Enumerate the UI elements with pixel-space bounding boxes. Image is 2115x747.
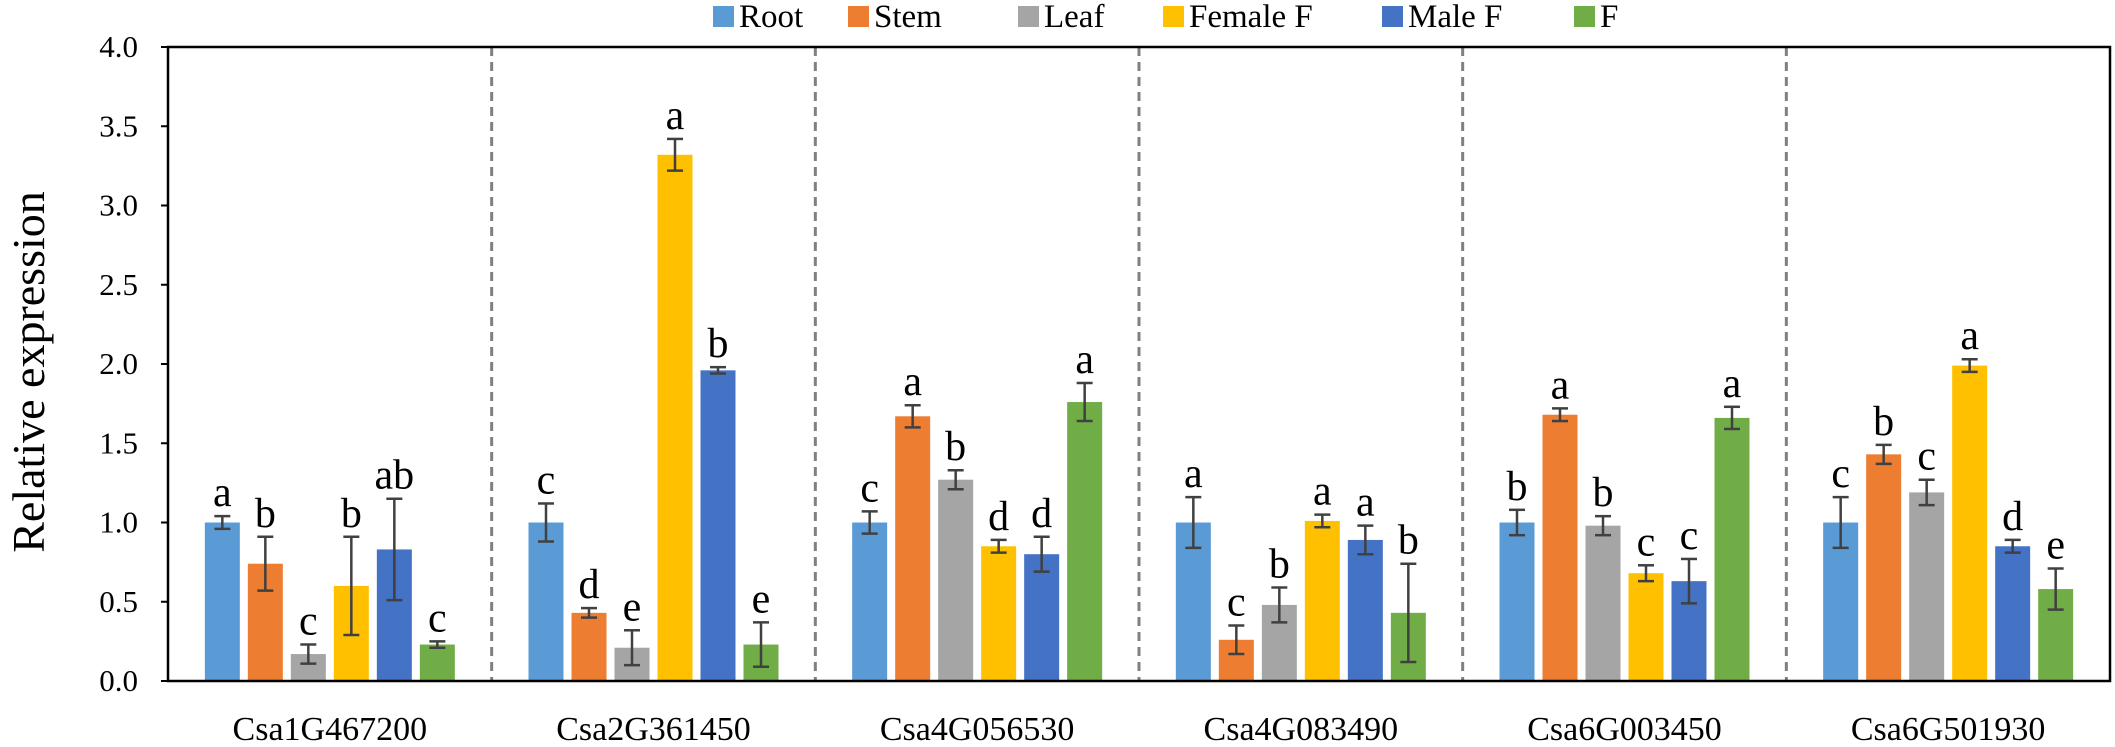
- bar: [1499, 522, 1535, 681]
- significance-letter: d: [1031, 491, 1052, 537]
- y-tick-label: 1.0: [99, 505, 138, 540]
- bar: [1585, 525, 1621, 681]
- legend-swatch: [1163, 6, 1184, 27]
- y-tick-label: 4.0: [99, 29, 138, 64]
- significance-letter: d: [579, 562, 600, 608]
- significance-letter: e: [2046, 522, 2065, 568]
- bar: [1995, 546, 2031, 681]
- significance-letter: b: [945, 424, 966, 470]
- x-axis-category-labels: Csa1G467200 Csa2G361450 Csa4G056530 Csa4G08…: [233, 711, 2046, 747]
- x-category-label: Csa6G501930: [1851, 711, 2046, 747]
- bar: [204, 522, 240, 681]
- legend-swatch: [713, 6, 734, 27]
- bar: [1024, 554, 1060, 681]
- y-tick-label: 0.0: [99, 663, 138, 698]
- group-dividers: [490, 47, 1788, 681]
- y-tick-label: 3.5: [99, 108, 138, 143]
- bar: [981, 546, 1017, 681]
- y-tick-label: 2.0: [99, 346, 138, 381]
- legend-swatch: [1574, 6, 1595, 27]
- bar: [1067, 402, 1103, 681]
- legend-label: Stem: [874, 0, 942, 35]
- bar: [657, 154, 693, 681]
- y-axis-label: Relative expression: [3, 191, 54, 553]
- bar: [1909, 492, 1945, 681]
- legend-label: Male F: [1408, 0, 1502, 35]
- x-category-label: Csa2G361450: [556, 711, 751, 747]
- legend-label: Female F: [1189, 0, 1313, 35]
- y-tick-label: 3.0: [99, 188, 138, 223]
- significance-letter: ab: [375, 453, 415, 499]
- legend-label: Leaf: [1044, 0, 1104, 35]
- significance-letter: a: [1356, 480, 1375, 526]
- significance-letter: c: [860, 465, 879, 511]
- y-tick-label: 0.5: [99, 584, 138, 619]
- bar: [938, 479, 974, 681]
- bar: [528, 522, 564, 681]
- significance-letter: b: [341, 491, 362, 537]
- significance-letter: c: [1917, 434, 1936, 480]
- x-category-label: Csa4G056530: [880, 711, 1075, 747]
- bar: [1347, 539, 1383, 681]
- significance-letter: b: [1593, 470, 1614, 516]
- significance-letter: e: [623, 584, 642, 630]
- significance-letter: c: [1227, 580, 1246, 626]
- significance-letter: b: [708, 321, 729, 367]
- error-bars-layer: [214, 137, 2064, 668]
- bar: [1628, 573, 1664, 681]
- significance-letter: a: [1184, 451, 1203, 497]
- significance-letter: a: [666, 93, 685, 139]
- significance-letter: c: [299, 599, 318, 645]
- significance-letter: d: [2002, 494, 2023, 540]
- significance-letter: c: [537, 457, 556, 503]
- plot-area-frame: [166, 45, 2112, 683]
- y-tick-label: 2.5: [99, 267, 138, 302]
- significance-letter: b: [1269, 541, 1290, 587]
- legend-label: F: [1600, 0, 1618, 35]
- significance-letter: a: [1551, 362, 1570, 408]
- significance-letter: c: [1831, 451, 1850, 497]
- significance-letter: a: [1723, 361, 1742, 407]
- significance-letter: a: [1075, 337, 1094, 383]
- bar: [895, 416, 931, 681]
- significance-letter: b: [255, 491, 276, 537]
- significance-letter: b: [1507, 464, 1528, 510]
- bar: [852, 522, 888, 681]
- x-category-label: Csa6G003450: [1527, 711, 1722, 747]
- y-tick-label: 1.5: [99, 425, 138, 460]
- bar: [419, 644, 455, 681]
- significance-letter: c: [1637, 519, 1656, 565]
- legend-swatch: [1018, 6, 1039, 27]
- bar: [1304, 520, 1340, 681]
- bar: [700, 370, 736, 681]
- significance-letter: a: [1960, 313, 1979, 359]
- significance-letter: c: [1680, 513, 1699, 559]
- bar: [1952, 365, 1988, 681]
- chart-legend: Root Stem Leaf Female F Male F F: [713, 0, 1618, 35]
- legend-label: Root: [739, 0, 803, 35]
- significance-letter: d: [988, 494, 1009, 540]
- bar: [1542, 414, 1578, 681]
- significance-letter: c: [428, 595, 447, 641]
- significance-letter: b: [1873, 399, 1894, 445]
- bars-layer: [204, 154, 2074, 681]
- significance-letter: e: [752, 576, 771, 622]
- bar: [1714, 417, 1750, 681]
- bar: [571, 612, 607, 681]
- significance-letter: a: [213, 470, 232, 516]
- significance-letter: a: [903, 359, 922, 405]
- x-category-label: Csa1G467200: [233, 711, 428, 747]
- y-axis-ticks: 0.0 0.5 1.0 1.5 2.0 2.5 3.0 3.5 4.0: [99, 29, 168, 698]
- x-category-label: Csa4G083490: [1204, 711, 1399, 747]
- legend-swatch: [848, 6, 869, 27]
- bar: [1866, 454, 1902, 681]
- legend-swatch: [1382, 6, 1403, 27]
- significance-letter: a: [1313, 469, 1332, 515]
- significance-letter: b: [1398, 518, 1419, 564]
